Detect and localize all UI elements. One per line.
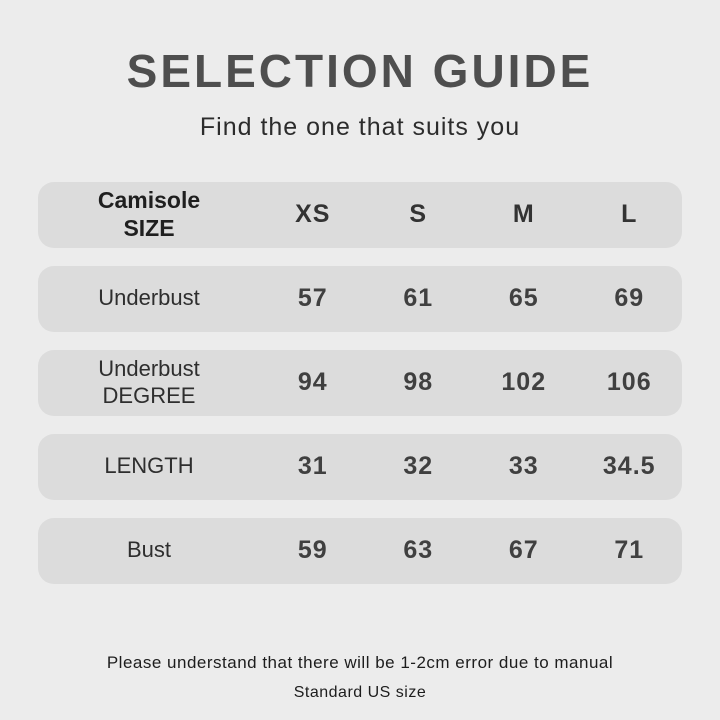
cell-underbust-m: 65 — [508, 284, 539, 313]
cell-underbust-degree-s: 98 — [403, 368, 434, 397]
table-row-underbust: Underbust 57 61 65 69 — [38, 265, 682, 332]
row-label-length: LENGTH — [104, 453, 194, 479]
row-label-underbust: Underbust — [98, 285, 200, 311]
row-label-underbust-degree: Underbust DEGREE — [98, 356, 200, 408]
footer-error-note: Please understand that there will be 1-2… — [106, 653, 614, 672]
cell-length-s: 32 — [403, 452, 434, 481]
column-header-s: S — [409, 200, 428, 229]
footer-standard-size-note: Standard US size — [293, 684, 427, 701]
cell-underbust-l: 69 — [614, 284, 645, 313]
cell-underbust-degree-xs: 94 — [297, 368, 328, 397]
column-header-l: L — [621, 200, 638, 229]
cell-length-l: 34.5 — [602, 452, 656, 481]
page-title: SELECTION GUIDE — [126, 45, 594, 97]
header-label-camisole-size: Camisole SIZE — [97, 187, 201, 241]
page-subtitle: Find the one that suits you — [199, 112, 521, 141]
cell-bust-xs: 59 — [297, 536, 328, 565]
cell-underbust-degree-l: 106 — [606, 368, 652, 397]
column-header-m: M — [512, 200, 535, 229]
cell-length-m: 33 — [508, 452, 539, 481]
cell-underbust-degree-m: 102 — [501, 368, 547, 397]
table-row-length: LENGTH 31 32 33 34.5 — [38, 433, 682, 500]
size-table: Camisole SIZE XS S M L Underbust 57 61 6… — [38, 181, 682, 584]
table-header-row: Camisole SIZE XS S M L — [38, 181, 682, 248]
row-label-bust: Bust — [126, 537, 172, 563]
cell-length-xs: 31 — [297, 452, 328, 481]
cell-bust-l: 71 — [614, 536, 645, 565]
cell-underbust-s: 61 — [403, 284, 434, 313]
cell-bust-s: 63 — [403, 536, 434, 565]
table-row-bust: Bust 59 63 67 71 — [38, 517, 682, 584]
footer-notes: Please understand that there will be 1-2… — [0, 653, 720, 702]
cell-bust-m: 67 — [508, 536, 539, 565]
table-row-underbust-degree: Underbust DEGREE 94 98 102 106 — [38, 349, 682, 416]
cell-underbust-xs: 57 — [297, 284, 328, 313]
column-header-xs: XS — [295, 200, 331, 229]
